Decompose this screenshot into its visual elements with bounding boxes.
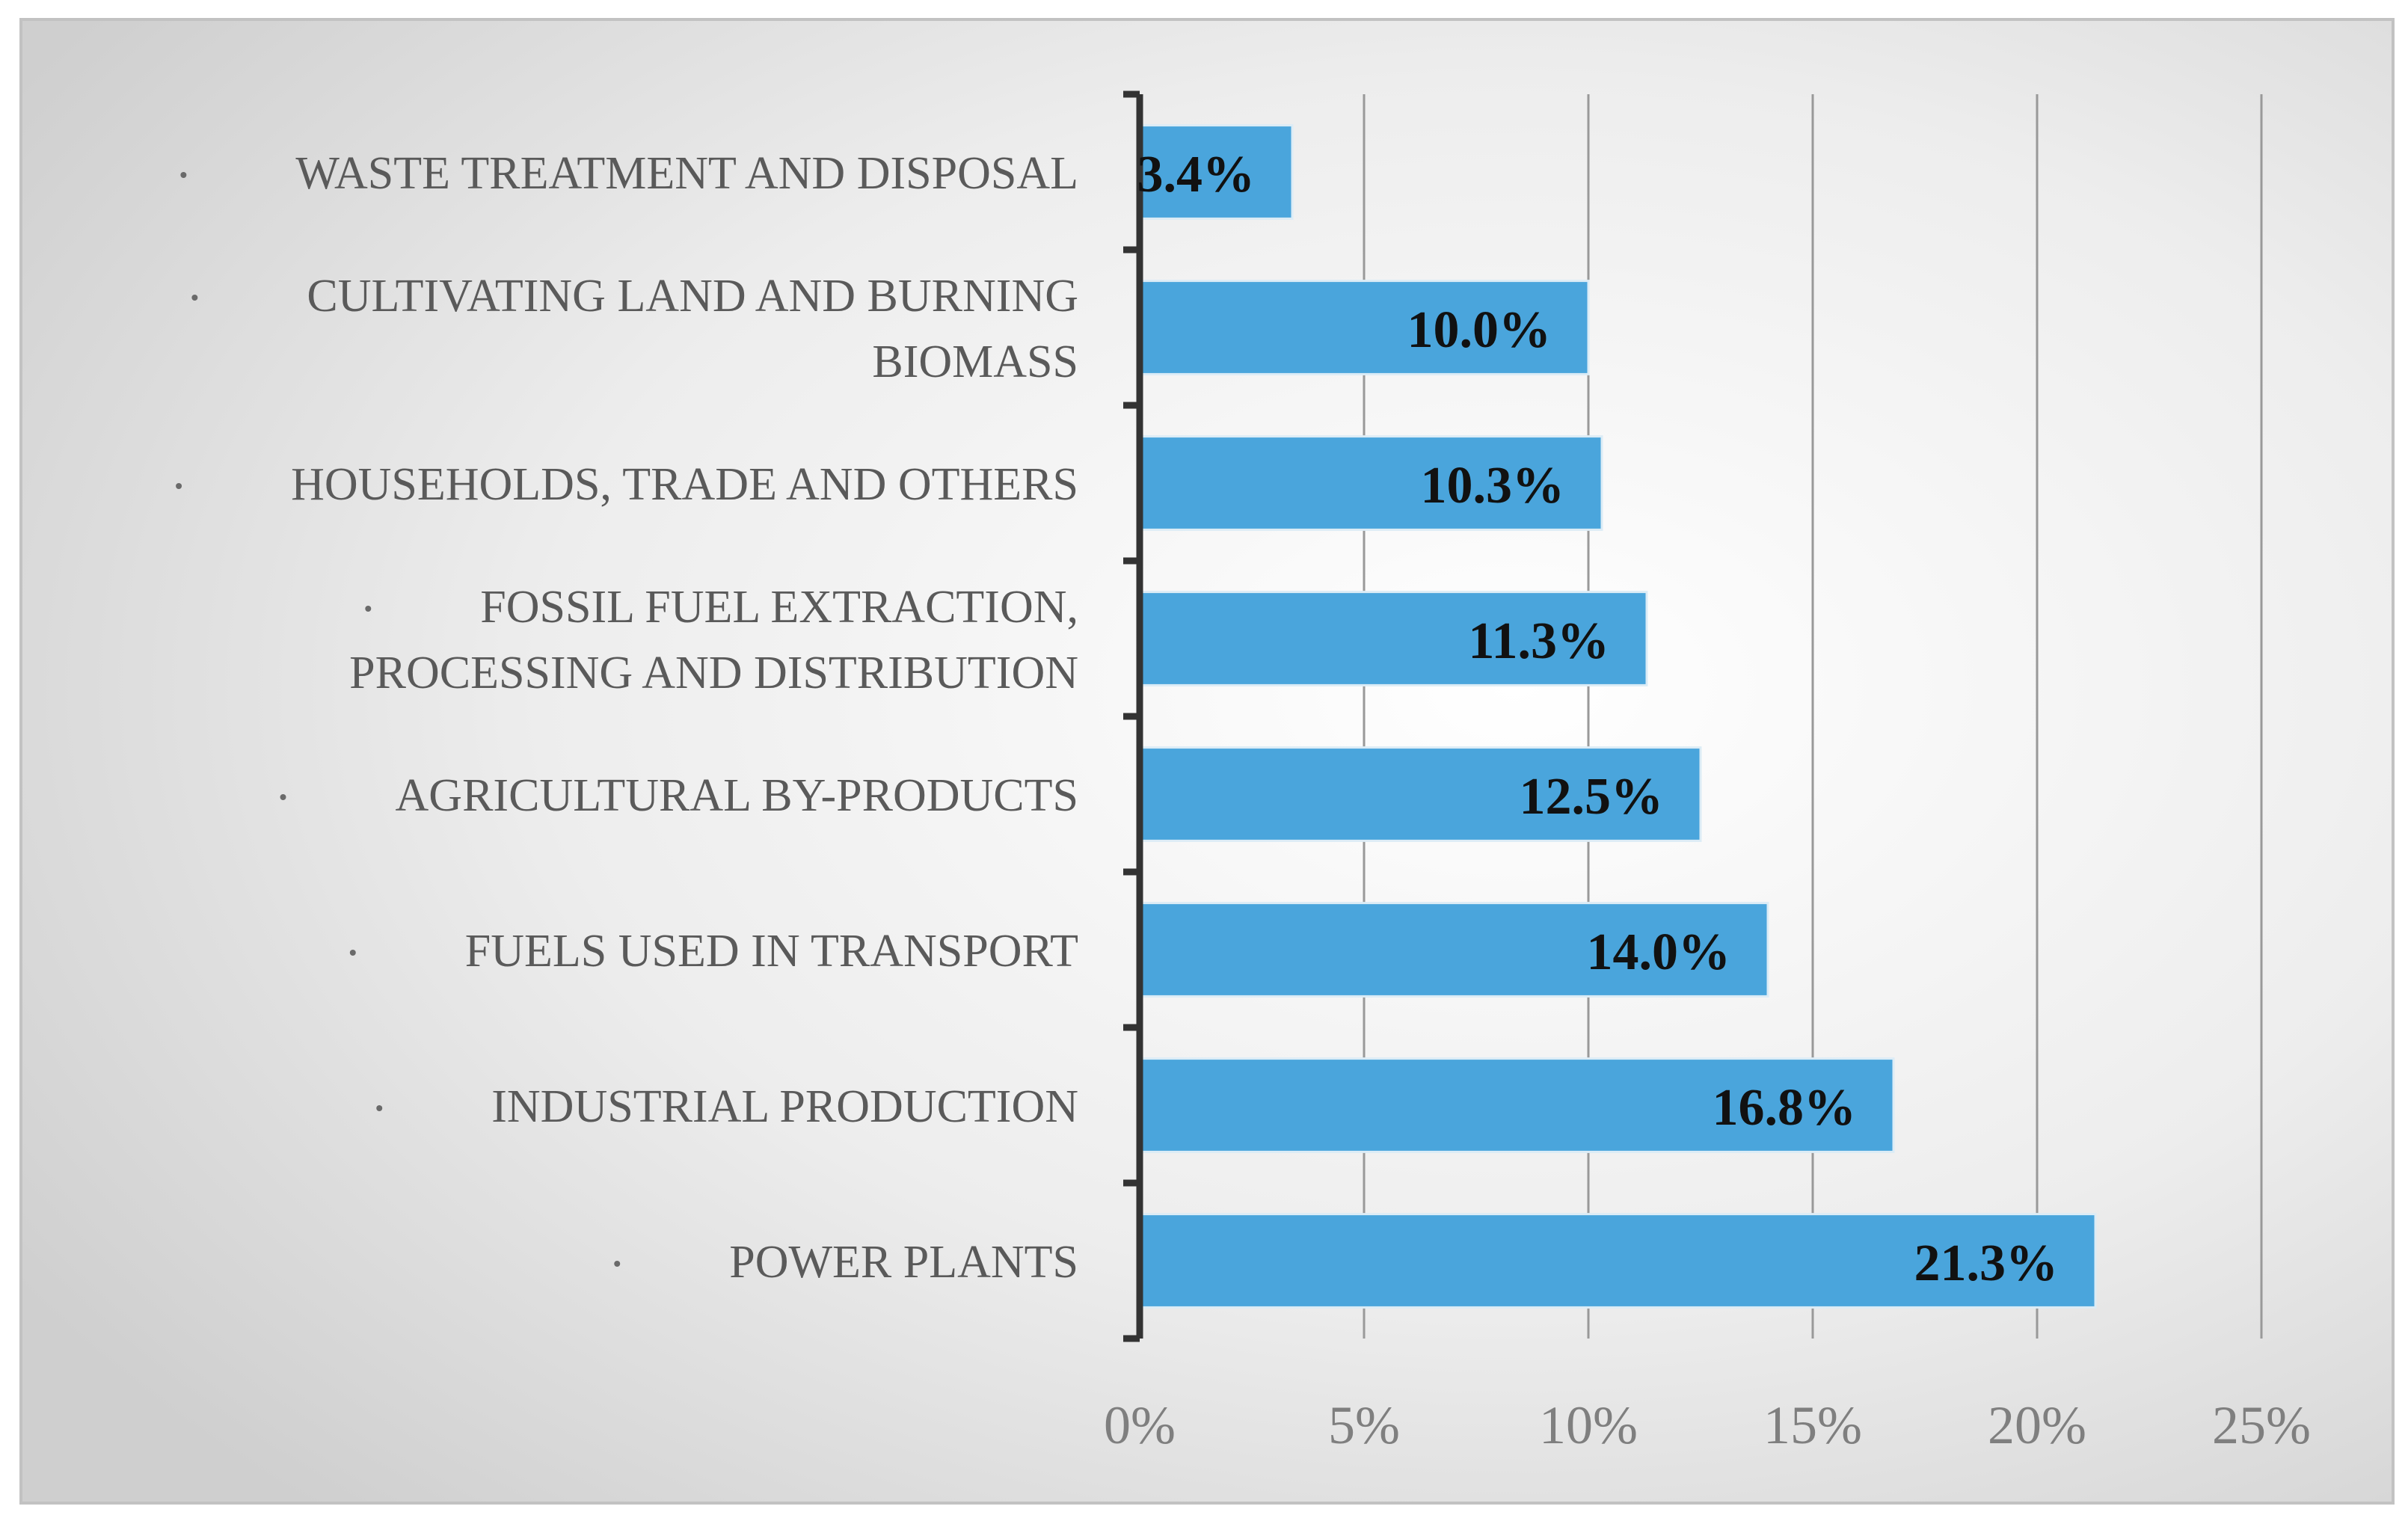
category-label-6: INDUSTRIAL PRODUCTION [491, 1081, 1078, 1132]
bar-3 [1138, 591, 1648, 686]
data-label-3: 11.3% [1468, 612, 1609, 670]
x-tick-label-5: 5% [1328, 1395, 1400, 1455]
bar-4 [1138, 746, 1702, 842]
bar-7 [1138, 1213, 2097, 1309]
category-label-3-line-0: FOSSIL FUEL EXTRACTION, [480, 582, 1078, 633]
category-label-3-line-1: PROCESSING AND DISTRIBUTION [349, 648, 1078, 698]
x-tick-label-0: 0% [1104, 1395, 1176, 1455]
x-tick-label-15: 15% [1763, 1395, 1862, 1455]
data-label-2: 10.3% [1421, 457, 1565, 514]
x-tick-label-10: 10% [1539, 1395, 1638, 1455]
x-tick-label-20: 20% [1988, 1395, 2086, 1455]
bar-6 [1138, 1057, 1895, 1153]
bullet-dot-1 [191, 295, 198, 301]
bullet-dot-0 [180, 172, 187, 178]
data-label-6: 16.8% [1713, 1079, 1857, 1137]
data-label-5: 14.0% [1587, 924, 1731, 981]
bar-1 [1138, 280, 1590, 375]
x-tick-label-25: 25% [2212, 1395, 2311, 1455]
category-label-7: POWER PLANTS [729, 1237, 1078, 1288]
bullet-dot-4 [280, 794, 286, 800]
category-label-0: WASTE TREATMENT AND DISPOSAL [295, 148, 1078, 199]
category-label-1-line-1: BIOMASS [872, 337, 1078, 387]
data-label-7: 21.3% [1914, 1235, 2059, 1292]
category-label-1-line-0: CULTIVATING LAND AND BURNING [307, 271, 1078, 322]
bullet-dot-3 [365, 606, 372, 612]
category-label-2: HOUSEHOLDS, TRADE AND OTHERS [291, 459, 1078, 510]
category-label-5: FUELS USED IN TRANSPORT [465, 926, 1078, 977]
category-label-4: AGRICULTURAL BY-PRODUCTS [396, 770, 1078, 821]
data-label-0: 3.4% [1137, 146, 1256, 203]
bar-2 [1138, 435, 1603, 531]
bar-5 [1138, 902, 1769, 998]
data-label-4: 12.5% [1520, 768, 1664, 826]
bullet-dot-5 [349, 950, 356, 956]
bullet-dot-7 [614, 1261, 621, 1267]
bullet-dot-6 [376, 1105, 383, 1111]
data-label-1: 10.0% [1407, 301, 1552, 359]
bullet-dot-2 [176, 483, 182, 489]
